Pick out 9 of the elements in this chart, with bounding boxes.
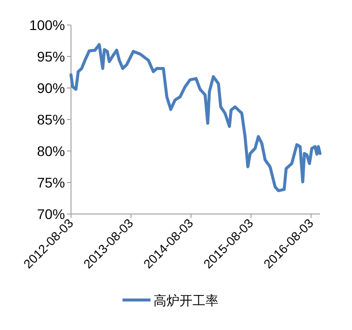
y-tick-label: 95% (36, 48, 65, 64)
y-tick-label: 90% (36, 80, 65, 96)
line-series (70, 43, 322, 192)
y-tick-label: 80% (36, 143, 65, 159)
y-tick-label: 70% (36, 206, 65, 222)
y-tick-label: 75% (36, 174, 65, 190)
y-tick-label: 100% (29, 17, 65, 33)
legend-label: 高炉开工率 (154, 293, 218, 308)
y-tick-label: 85% (36, 112, 65, 128)
